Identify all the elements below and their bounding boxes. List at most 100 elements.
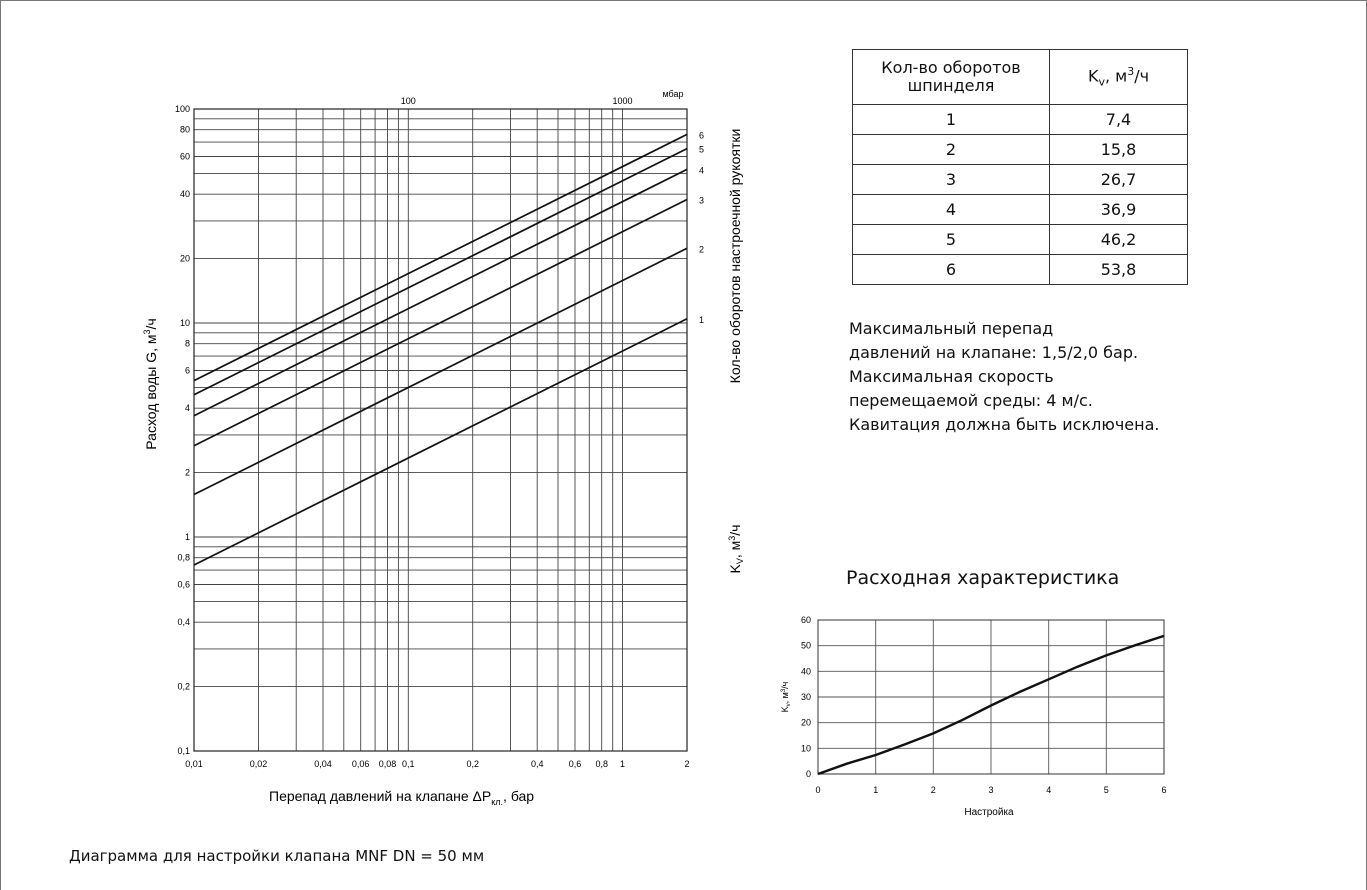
table-row: 4 36,9 — [852, 194, 1188, 225]
y-tick-label: 10 — [801, 743, 811, 753]
flow-chart-title: Расходная характеристика — [846, 567, 1120, 589]
y-tick-label: 0 — [806, 769, 811, 779]
plot-frame — [193, 108, 688, 752]
table-header-row: Кол-во оборотов шпинделя Kv, м3/ч — [852, 49, 1188, 105]
x-tick-label: 1 — [620, 759, 625, 769]
grid — [193, 108, 688, 752]
header-turns: Кол-во оборотов шпинделя — [852, 49, 1050, 105]
y-tick-label: 80 — [180, 125, 190, 135]
cell-kv: 53,8 — [1049, 254, 1188, 285]
y-tick-label: 0,6 — [177, 580, 190, 590]
series-lines: 1 2 3 4 5 6 — [193, 130, 704, 566]
y-tick-label: 0,8 — [177, 553, 190, 563]
cell-turns: 3 — [852, 164, 1050, 195]
cell-turns: 2 — [852, 134, 1050, 165]
x-tick-label: 0,6 — [569, 759, 582, 769]
y-axis-title: Kv, м3/ч — [780, 681, 792, 712]
y-tick-label: 0,4 — [177, 617, 190, 627]
note-line: перемещаемой среды: 4 м/с. — [849, 391, 1093, 410]
x-tick-label: 3 — [988, 785, 993, 795]
x-tick-label: 0,2 — [466, 759, 479, 769]
y-axis-title: Расход воды G, м3/ч — [142, 318, 159, 449]
x-tick-label: 0,4 — [531, 759, 544, 769]
x-tick-label: 2 — [931, 785, 936, 795]
cell-turns: 6 — [852, 254, 1050, 285]
notes: Максимальный перепад давлений на клапане… — [849, 317, 1209, 437]
tick-labels: 0,01 0,02 0,04 0,06 0,08 0,1 0,2 0,4 0,6 0,8 1 2 0,1… — [175, 96, 690, 769]
y-tick-label: 0,2 — [177, 682, 190, 692]
y-tick-label: 100 — [175, 104, 190, 114]
y-tick-label: 60 — [801, 615, 811, 625]
x-tick-label: 1 — [873, 785, 878, 795]
table-row: 6 53,8 — [852, 254, 1188, 285]
cell-kv: 46,2 — [1049, 224, 1188, 255]
kv-curve — [817, 634, 1165, 776]
top-tick-label: 100 — [401, 96, 416, 106]
y-tick-label: 1 — [185, 532, 190, 542]
cell-turns: 4 — [852, 194, 1050, 225]
header-turns-label: Кол-во оборотов шпинделя — [881, 58, 1021, 95]
y-tick-label: 2 — [185, 468, 190, 478]
note-line: Максимальный перепад — [849, 319, 1054, 338]
series-label-4: 4 — [699, 165, 704, 175]
cell-kv: 36,9 — [1049, 194, 1188, 225]
series-line-4 — [193, 168, 688, 417]
x-tick-label: 0,1 — [402, 759, 415, 769]
x-axis-title: Перепад давлений на клапане ΔPкл., бар — [269, 788, 534, 807]
series-line-6 — [193, 133, 688, 382]
y-tick-label: 0,1 — [177, 746, 190, 756]
top-axis-unit: мбар — [662, 89, 683, 99]
table-row: 3 26,7 — [852, 164, 1188, 195]
y-tick-label: 40 — [801, 666, 811, 676]
cell-kv: 26,7 — [1049, 164, 1188, 195]
y-tick-label: 30 — [801, 692, 811, 702]
table-row: 1 7,4 — [852, 104, 1188, 135]
series-label-5: 5 — [699, 145, 704, 155]
x-tick-label: 0,02 — [250, 759, 268, 769]
top-tick-label: 1000 — [612, 96, 632, 106]
note-line: Максимальная скорость — [849, 367, 1054, 386]
series-label-2: 2 — [699, 244, 704, 254]
plot-frame — [817, 619, 1165, 775]
y-tick-label: 4 — [185, 403, 190, 413]
x-tick-label: 4 — [1046, 785, 1051, 795]
x-tick-label: 6 — [1161, 785, 1166, 795]
y-tick-label: 10 — [180, 318, 190, 328]
cell-turns: 1 — [852, 104, 1050, 135]
table-row: 2 15,8 — [852, 134, 1188, 165]
cell-turns: 5 — [852, 224, 1050, 255]
table-row: 5 46,2 — [852, 224, 1188, 255]
grid — [817, 619, 1165, 775]
header-kv: Kv, м3/ч — [1049, 49, 1188, 105]
x-axis-title: Настройка — [964, 807, 1014, 818]
y-tick-label: 20 — [801, 718, 811, 728]
series-line-3 — [193, 198, 688, 447]
figure-caption: Диаграмма для настройки клапана MNF DN =… — [69, 847, 485, 865]
cell-kv: 15,8 — [1049, 134, 1188, 165]
kv-table: Кол-во оборотов шпинделя Kv, м3/ч 1 7,4 2… — [852, 49, 1188, 285]
y-tick-label: 8 — [185, 339, 190, 349]
note-line: давлений на клапане: 1,5/2,0 бар. — [849, 343, 1139, 362]
y-tick-label: 50 — [801, 641, 811, 651]
y-tick-label: 60 — [180, 152, 190, 162]
y-tick-label: 40 — [180, 189, 190, 199]
series-line-2 — [193, 247, 688, 496]
note-line: Кавитация должна быть исключена. — [849, 415, 1160, 434]
series-line-1 — [193, 318, 688, 566]
y-tick-label: 20 — [180, 254, 190, 264]
x-tick-label: 0,06 — [352, 759, 370, 769]
x-tick-label: 2 — [684, 759, 689, 769]
series-label-1: 1 — [699, 315, 704, 325]
x-tick-label: 0,01 — [185, 759, 203, 769]
x-tick-label: 5 — [1104, 785, 1109, 795]
series-label-3: 3 — [699, 196, 704, 206]
x-tick-label: 0,8 — [595, 759, 608, 769]
cell-kv: 7,4 — [1049, 104, 1188, 135]
series-label-6: 6 — [699, 130, 704, 140]
x-tick-label: 0 — [815, 785, 820, 795]
x-tick-label: 0,08 — [379, 759, 397, 769]
